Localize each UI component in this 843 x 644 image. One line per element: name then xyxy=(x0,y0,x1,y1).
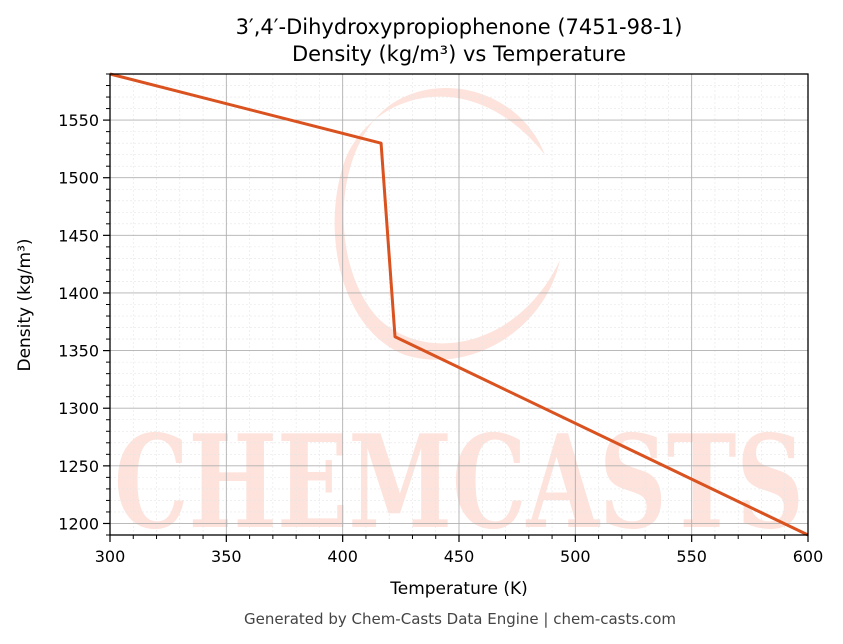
series-group xyxy=(109,72,809,537)
footer-credit: Generated by Chem-Casts Data Engine | ch… xyxy=(244,610,676,628)
y-tick-label: 1550 xyxy=(58,111,99,130)
x-tick-label: 300 xyxy=(95,547,126,566)
x-tick-label: 500 xyxy=(560,547,591,566)
x-tick-label: 350 xyxy=(211,547,242,566)
x-tick-label: 600 xyxy=(793,547,824,566)
x-tick-label: 400 xyxy=(327,547,358,566)
x-axis-ticks: 300 350 400 450 500 550 600 xyxy=(95,535,824,566)
y-tick-label: 1350 xyxy=(58,342,99,361)
density-series-line xyxy=(109,72,809,537)
y-tick-label: 1450 xyxy=(58,226,99,245)
y-tick-label: 1300 xyxy=(58,399,99,418)
chart-title-line2: Density (kg/m³) vs Temperature xyxy=(292,42,626,66)
y-tick-label: 1500 xyxy=(58,169,99,188)
y-axis-label: Density (kg/m³) xyxy=(15,238,35,371)
x-tick-label: 450 xyxy=(444,547,475,566)
chart-title-line1: 3′,4′-Dihydroxypropiophenone (7451-98-1) xyxy=(236,15,683,39)
plot-area: CHEMCASTS xyxy=(109,72,809,558)
y-tick-label: 1250 xyxy=(58,457,99,476)
y-axis-ticks: 1200 1250 1300 1350 1400 1450 1500 1550 xyxy=(58,73,110,536)
y-tick-label: 1200 xyxy=(58,514,99,533)
x-tick-label: 550 xyxy=(676,547,707,566)
x-axis-label: Temperature (K) xyxy=(389,579,528,599)
y-tick-label: 1400 xyxy=(58,284,99,303)
